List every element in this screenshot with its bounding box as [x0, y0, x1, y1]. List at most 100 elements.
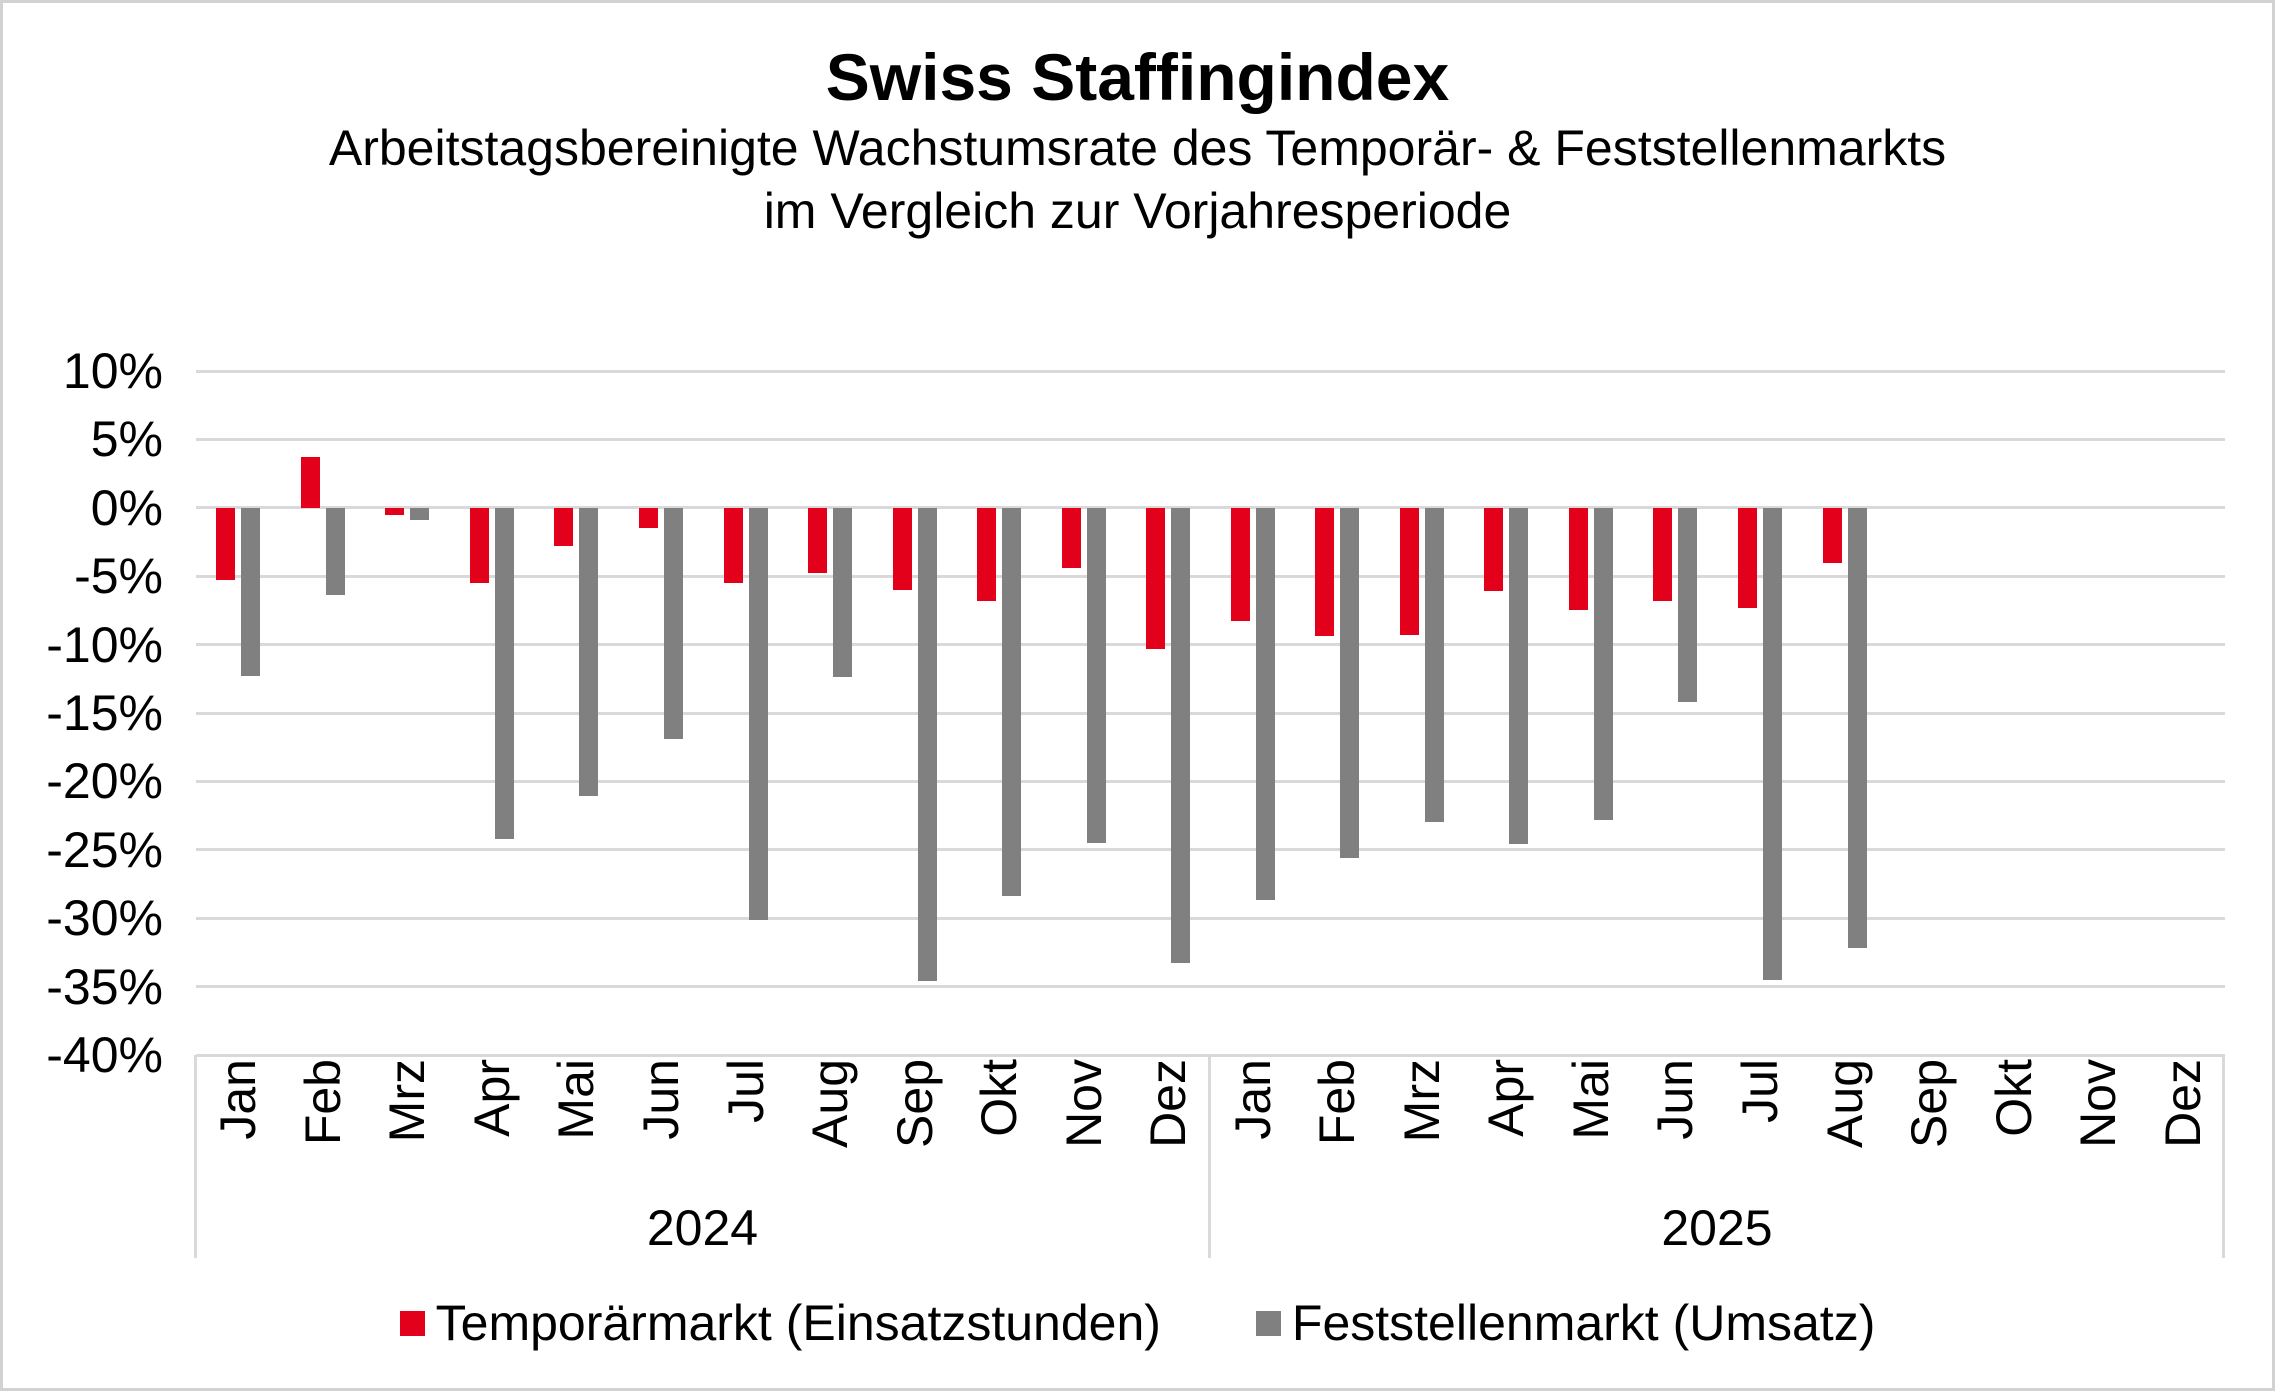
bar-feststellenmarkt-Mai-2024 — [579, 507, 599, 797]
bar-temporaermarkt-Mai-2025 — [1568, 507, 1588, 611]
bar-temporaermarkt-Mrz-2025 — [1399, 507, 1419, 636]
bar-temporaermarkt-Apr-2024 — [469, 507, 489, 584]
bar-feststellenmarkt-Mai-2025 — [1593, 507, 1613, 820]
category-axis-separator-right — [2222, 1055, 2225, 1258]
bar-temporaermarkt-Jan-2025 — [1230, 507, 1250, 622]
chart-subtitle: Arbeitstagsbereinigte Wachstumsrate des … — [3, 117, 2272, 243]
x-tick-label-Okt-2025: Okt — [1985, 1059, 2042, 1137]
chart-title: Swiss Staffingindex — [825, 40, 1450, 114]
bar-feststellenmarkt-Feb-2024 — [325, 507, 345, 596]
bar-temporaermarkt-Mrz-2024 — [385, 507, 405, 515]
x-tick-label-Aug-2024: Aug — [802, 1059, 859, 1148]
bar-feststellenmarkt-Feb-2025 — [1340, 507, 1360, 858]
legend-item-temporaermarkt: Temporärmarkt (Einsatzstunden) — [399, 1295, 1161, 1351]
x-tick-label-Mrz-2025: Mrz — [1393, 1059, 1450, 1143]
bar-temporaermarkt-Apr-2025 — [1484, 507, 1504, 592]
y-tick-label-0pct: 0% — [90, 479, 163, 536]
gridline-5pct — [196, 437, 2225, 441]
x-tick-label-Mai-2024: Mai — [548, 1059, 605, 1140]
gridline--15pct — [196, 711, 2225, 715]
y-tick-label--25pct: -25% — [46, 821, 163, 878]
category-axis-separator-mid — [1208, 1055, 1211, 1258]
bar-temporaermarkt-Jul-2024 — [723, 507, 743, 584]
year-label-2024: 2024 — [646, 1200, 759, 1256]
bar-temporaermarkt-Jul-2025 — [1738, 507, 1758, 608]
bar-temporaermarkt-Jun-2024 — [638, 507, 658, 529]
bar-feststellenmarkt-Nov-2024 — [1086, 507, 1106, 843]
x-tick-label-Dez-2024: Dez — [1140, 1059, 1197, 1148]
x-tick-label-Aug-2025: Aug — [1816, 1059, 1873, 1148]
y-tick-label--5pct: -5% — [74, 548, 163, 605]
bar-feststellenmarkt-Aug-2025 — [1847, 507, 1867, 949]
x-tick-label-Jun-2025: Jun — [1647, 1059, 1704, 1140]
bar-feststellenmarkt-Aug-2024 — [833, 507, 853, 678]
chart-subtitle-line-1: Arbeitstagsbereinigte Wachstumsrate des … — [328, 120, 1947, 176]
bar-temporaermarkt-Aug-2025 — [1822, 507, 1842, 563]
y-tick-label--20pct: -20% — [46, 753, 163, 810]
y-tick-label--30pct: -30% — [46, 890, 163, 947]
x-tick-label-Nov-2024: Nov — [1055, 1059, 1112, 1148]
x-tick-label-Jul-2025: Jul — [1732, 1059, 1789, 1123]
gridline--35pct — [196, 985, 2225, 989]
legend-swatch-temporaermarkt-icon — [399, 1310, 425, 1336]
x-tick-label-Sep-2025: Sep — [1901, 1059, 1958, 1148]
bar-feststellenmarkt-Apr-2024 — [494, 507, 514, 839]
category-axis-separator-left — [194, 1055, 197, 1258]
bar-feststellenmarkt-Jan-2025 — [1255, 507, 1275, 901]
bar-feststellenmarkt-Mrz-2024 — [410, 507, 430, 521]
bar-feststellenmarkt-Jun-2024 — [663, 507, 683, 739]
legend-swatch-feststellenmarkt-icon — [1255, 1310, 1281, 1336]
bar-feststellenmarkt-Jul-2024 — [748, 507, 768, 920]
bar-temporaermarkt-Feb-2024 — [300, 457, 320, 508]
bar-feststellenmarkt-Jan-2024 — [241, 507, 261, 677]
x-tick-label-Mrz-2024: Mrz — [379, 1059, 436, 1143]
y-tick-label--15pct: -15% — [46, 685, 163, 741]
bar-feststellenmarkt-Apr-2025 — [1509, 507, 1529, 845]
gridline--20pct — [196, 779, 2225, 783]
legend: Temporärmarkt (Einsatzstunden) Feststell… — [3, 1297, 2272, 1349]
year-label-2025: 2025 — [1661, 1200, 1773, 1256]
x-tick-label-Nov-2025: Nov — [2070, 1059, 2127, 1148]
bar-temporaermarkt-Dez-2024 — [1146, 507, 1166, 649]
bar-temporaermarkt-Jan-2024 — [216, 507, 236, 581]
gridline--25pct — [196, 848, 2225, 852]
gridline-10pct — [196, 369, 2225, 373]
bar-feststellenmarkt-Dez-2024 — [1171, 507, 1191, 964]
chart-subtitle-line-2: im Vergleich zur Vorjahresperiode — [763, 183, 1512, 239]
gridline--5pct — [196, 574, 2225, 578]
y-tick-label-10pct: 10% — [62, 343, 163, 399]
x-tick-label-Okt-2024: Okt — [971, 1059, 1028, 1137]
y-tick-label--10pct: -10% — [46, 616, 163, 673]
bar-feststellenmarkt-Mrz-2025 — [1424, 507, 1444, 823]
x-tick-label-Jan-2024: Jan — [210, 1059, 267, 1140]
x-tick-label-Mai-2025: Mai — [1562, 1059, 1619, 1140]
x-tick-label-Jun-2024: Jun — [632, 1059, 689, 1140]
bar-temporaermarkt-Feb-2025 — [1315, 507, 1335, 637]
x-tick-label-Apr-2024: Apr — [463, 1059, 520, 1137]
bar-feststellenmarkt-Sep-2024 — [917, 507, 937, 982]
bar-feststellenmarkt-Jun-2025 — [1678, 507, 1698, 703]
bar-temporaermarkt-Jun-2025 — [1653, 507, 1673, 601]
gridline--30pct — [196, 916, 2225, 920]
plot-area — [196, 369, 2225, 1057]
x-tick-label-Dez-2025: Dez — [2154, 1059, 2211, 1148]
bar-temporaermarkt-Okt-2024 — [977, 507, 997, 601]
x-tick-label-Feb-2025: Feb — [1309, 1059, 1366, 1146]
legend-label-feststellenmarkt: Feststellenmarkt (Umsatz) — [1291, 1295, 1876, 1351]
gridline--10pct — [196, 643, 2225, 647]
bar-feststellenmarkt-Jul-2025 — [1763, 507, 1783, 980]
bar-temporaermarkt-Mai-2024 — [554, 507, 574, 547]
y-tick-label--40pct: -40% — [46, 1027, 163, 1083]
legend-label-temporaermarkt: Temporärmarkt (Einsatzstunden) — [435, 1295, 1161, 1351]
x-tick-label-Sep-2024: Sep — [886, 1059, 943, 1148]
bar-temporaermarkt-Nov-2024 — [1061, 507, 1081, 568]
gridline-0pct — [196, 506, 2225, 510]
x-tick-label-Jan-2025: Jan — [1224, 1059, 1281, 1140]
x-tick-label-Jul-2024: Jul — [717, 1059, 774, 1123]
x-tick-label-Feb-2024: Feb — [294, 1059, 351, 1146]
y-tick-label-5pct: 5% — [90, 411, 163, 468]
y-tick-label--35pct: -35% — [46, 958, 163, 1015]
x-tick-label-Apr-2025: Apr — [1478, 1059, 1535, 1137]
legend-item-feststellenmarkt: Feststellenmarkt (Umsatz) — [1255, 1295, 1876, 1351]
bar-temporaermarkt-Sep-2024 — [892, 507, 912, 590]
